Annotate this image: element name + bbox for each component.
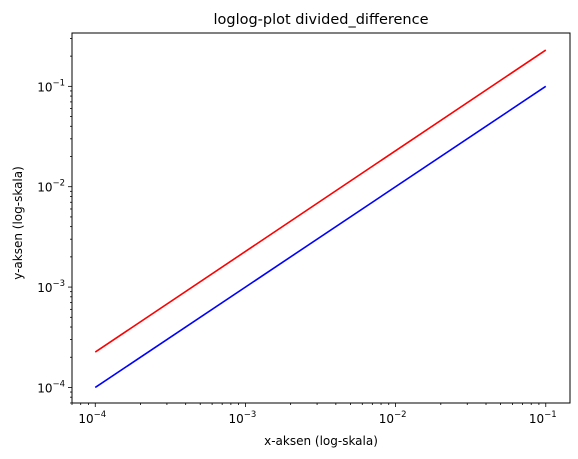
x-tick-label: 10−1 [529,410,557,426]
y-tick-label: 10−3 [37,279,65,295]
y-tick-mantissa: 10 [37,80,52,94]
x-tick-exponent: −4 [94,410,107,420]
y-tick-mantissa: 10 [37,381,52,395]
x-axis-label: x-aksen (log-skala) [264,434,378,448]
x-tick-label: 10−3 [229,410,257,426]
y-tick-exponent: −1 [52,78,65,88]
x-tick-label: 10−2 [379,410,407,426]
x-tick-mantissa: 10 [529,412,544,426]
y-tick-exponent: −2 [52,179,65,189]
y-tick-label: 10−1 [37,78,65,94]
x-tick-label: 10−4 [78,410,106,426]
x-tick-exponent: −2 [394,410,407,420]
y-tick-mantissa: 10 [37,181,52,195]
chart-title: loglog-plot divided_difference [213,12,428,28]
x-tick-mantissa: 10 [78,412,93,426]
y-tick-label: 10−2 [37,179,65,195]
series-layer [94,49,547,389]
x-tick-mantissa: 10 [229,412,244,426]
ticks-layer: 10−4 10−3 10−2 10−110−410−310−210−1 [37,38,557,426]
plot-frame [71,32,571,404]
x-tick-mantissa: 10 [379,412,394,426]
x-tick-exponent: −3 [244,410,257,420]
series-line-1 [94,49,547,353]
x-tick-exponent: −1 [544,410,557,420]
y-tick-exponent: −3 [52,279,65,289]
series-line-2 [94,85,547,389]
y-axis-label: y-aksen (log-skala) [11,166,25,280]
y-tick-label: 10−4 [37,379,65,395]
y-tick-exponent: −4 [52,379,65,389]
y-tick-mantissa: 10 [37,281,52,295]
